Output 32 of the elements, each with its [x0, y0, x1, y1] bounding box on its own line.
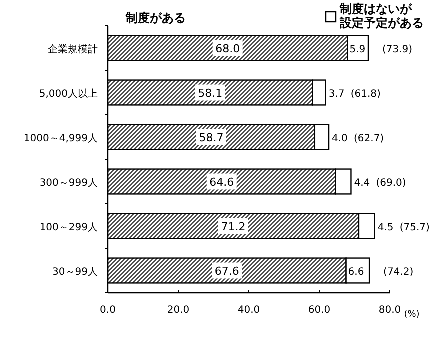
- x-tick-label: 0.0: [100, 305, 116, 316]
- y-tick-label: 30～99人: [52, 266, 98, 278]
- data-label: 58.1: [198, 86, 223, 100]
- data-label: 4.4: [354, 178, 370, 189]
- legend-label: 制度はないが設定予定がある: [339, 2, 424, 30]
- y-tick-label: 1000～4,999人: [24, 133, 98, 144]
- x-tick-label: 60.0: [308, 305, 331, 316]
- y-tick-label: 100～299人: [40, 222, 98, 234]
- total-label: (74.2): [384, 266, 414, 278]
- total-label: (73.9): [382, 44, 413, 56]
- y-tick-label: 5,000人以上: [39, 88, 98, 100]
- data-label: 6.6: [348, 266, 364, 278]
- data-label: 71.2: [221, 220, 246, 234]
- x-tick-label: 80.0: [378, 305, 402, 316]
- total-label: (75.7): [400, 222, 430, 234]
- data-label: 67.6: [214, 264, 240, 278]
- x-tick-label: 20.0: [167, 305, 190, 316]
- x-tick-label: 40.0: [238, 305, 260, 316]
- data-label: 58.7: [199, 131, 224, 144]
- x-axis-title: (%): [404, 310, 420, 320]
- total-label: (69.0): [376, 178, 406, 189]
- data-label: 68.0: [216, 42, 240, 56]
- data-label: 64.6: [210, 176, 234, 189]
- data-label: 4.5: [378, 222, 394, 234]
- data-label: 5.9: [350, 44, 366, 56]
- total-label: (61.8): [350, 88, 382, 100]
- data-label: 3.7: [328, 88, 345, 100]
- data-label: 4.0: [332, 133, 348, 144]
- total-label: (62.7): [354, 133, 384, 144]
- y-tick-label: 企業規模計: [48, 43, 98, 56]
- series-label: 制度がある: [125, 11, 186, 25]
- y-tick-label: 300～999人: [40, 178, 98, 189]
